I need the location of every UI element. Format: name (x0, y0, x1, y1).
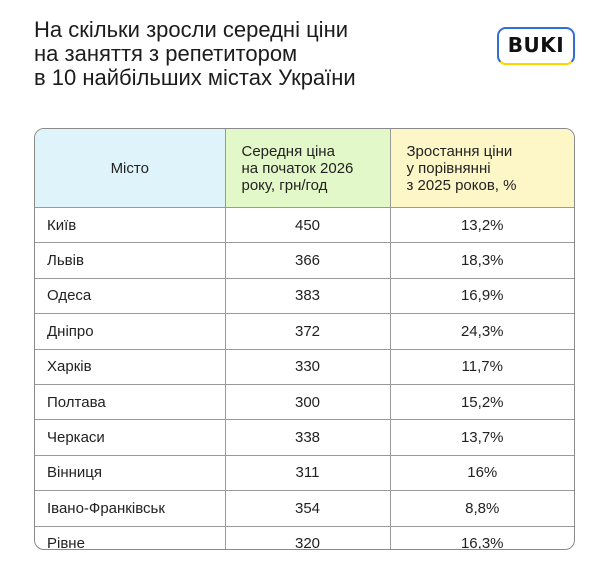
cell-price: 354 (224, 490, 391, 527)
table-row: Рівне 320 16,3% (35, 525, 574, 549)
table-row: Івано-Франківськ 354 8,8% (35, 490, 574, 527)
table-header-row: Місто Середня ціна на початок 2026 року,… (35, 129, 574, 208)
header-price-line-2: на початок 2026 (241, 159, 354, 177)
cell-price: 320 (224, 525, 391, 549)
cell-price: 311 (224, 454, 391, 492)
cell-growth: 15,2% (389, 383, 574, 421)
cell-growth: 16,3% (389, 525, 574, 549)
cell-city: Вінниця (35, 454, 226, 492)
logo-inner (501, 31, 571, 59)
logo-text: BUKI (507, 33, 565, 57)
cell-price: 383 (224, 277, 391, 315)
cell-city: Івано-Франківськ (35, 490, 226, 527)
cell-growth: 8,8% (389, 490, 574, 527)
price-table: Місто Середня ціна на початок 2026 року,… (35, 129, 574, 549)
cell-price: 450 (224, 206, 391, 244)
title-line-2: на заняття з репетитором (34, 41, 298, 66)
header-growth-line-1: Зростання ціни (406, 142, 513, 160)
cell-growth: 13,2% (389, 206, 574, 244)
cell-price: 338 (224, 419, 391, 456)
table-row: Черкаси 338 13,7% (35, 419, 574, 456)
cell-city: Одеса (35, 277, 226, 315)
header-city: Місто (35, 129, 226, 208)
cell-city: Черкаси (35, 419, 226, 456)
cell-growth: 11,7% (389, 348, 574, 385)
cell-city: Харків (35, 348, 226, 385)
table-row: Львів 366 18,3% (35, 242, 574, 279)
table-row: Вінниця 311 16% (35, 454, 574, 492)
table-row: Київ 450 13,2% (35, 206, 574, 244)
page-title: На скільки зросли середні ціни на занятт… (34, 18, 504, 90)
cell-growth: 13,7% (389, 419, 574, 456)
cell-growth: 18,3% (389, 242, 574, 279)
header-price-line-1: Середня ціна (241, 142, 335, 160)
title-line-1: На скільки зросли середні ціни (34, 17, 349, 42)
table-row: Харків 330 11,7% (35, 348, 574, 385)
header-growth: Зростання ціни у порівнянні з 2025 роков… (389, 129, 574, 208)
cell-growth: 24,3% (389, 313, 574, 350)
header-growth-line-2: у порівнянні (406, 159, 491, 177)
buki-logo: BUKI (497, 27, 575, 65)
cell-city: Львів (35, 242, 226, 279)
table-row: Дніпро 372 24,3% (35, 313, 574, 350)
title-line-3: в 10 найбільших містах України (34, 65, 356, 90)
cell-price: 330 (224, 348, 391, 385)
table-row: Полтава 300 15,2% (35, 383, 574, 421)
price-table-container: Місто Середня ціна на початок 2026 року,… (34, 128, 575, 550)
header-price: Середня ціна на початок 2026 року, грн/г… (224, 129, 391, 208)
cell-growth: 16% (389, 454, 574, 492)
header-price-line-3: року, грн/год (241, 176, 328, 194)
cell-city: Київ (35, 206, 226, 244)
cell-price: 372 (224, 313, 391, 350)
cell-city: Рівне (35, 525, 226, 549)
table-row: Одеса 383 16,9% (35, 277, 574, 315)
cell-growth: 16,9% (389, 277, 574, 315)
cell-city: Полтава (35, 383, 226, 421)
cell-price: 300 (224, 383, 391, 421)
cell-price: 366 (224, 242, 391, 279)
cell-city: Дніпро (35, 313, 226, 350)
header-growth-line-3: з 2025 роков, % (406, 176, 517, 194)
